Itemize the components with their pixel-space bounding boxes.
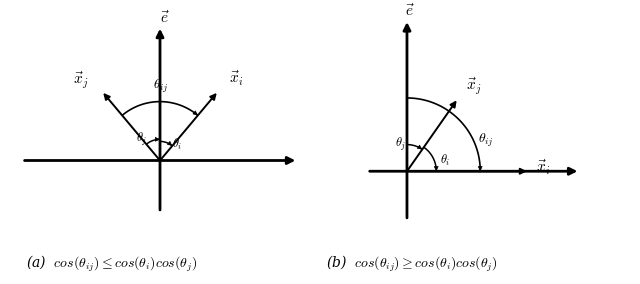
Text: $\vec{x}_j$: $\vec{x}_j$ — [466, 75, 482, 96]
Text: $\vec{x}_i$: $\vec{x}_i$ — [228, 69, 243, 88]
Text: $\theta_i$: $\theta_i$ — [440, 153, 450, 168]
Text: (a)  $cos(\theta_{ij}) \leq cos(\theta_i)cos(\theta_j)$: (a) $cos(\theta_{ij}) \leq cos(\theta_i)… — [26, 254, 196, 274]
Text: $\theta_j$: $\theta_j$ — [136, 131, 147, 148]
Text: (b)  $cos(\theta_{ij}) \geq cos(\theta_i)cos(\theta_j)$: (b) $cos(\theta_{ij}) \geq cos(\theta_i)… — [326, 254, 498, 274]
Text: $\vec{x}_j$: $\vec{x}_j$ — [74, 70, 89, 91]
Text: $\vec{x}_i$: $\vec{x}_i$ — [536, 158, 551, 177]
Text: $\theta_j$: $\theta_j$ — [395, 136, 406, 153]
Text: $\vec{e}$: $\vec{e}$ — [160, 10, 170, 26]
Text: $\theta_i$: $\theta_i$ — [172, 137, 182, 152]
Text: $\theta_{ij}$: $\theta_{ij}$ — [154, 77, 169, 95]
Text: $\theta_{ij}$: $\theta_{ij}$ — [478, 132, 494, 149]
Text: $\vec{e}$: $\vec{e}$ — [405, 3, 415, 19]
